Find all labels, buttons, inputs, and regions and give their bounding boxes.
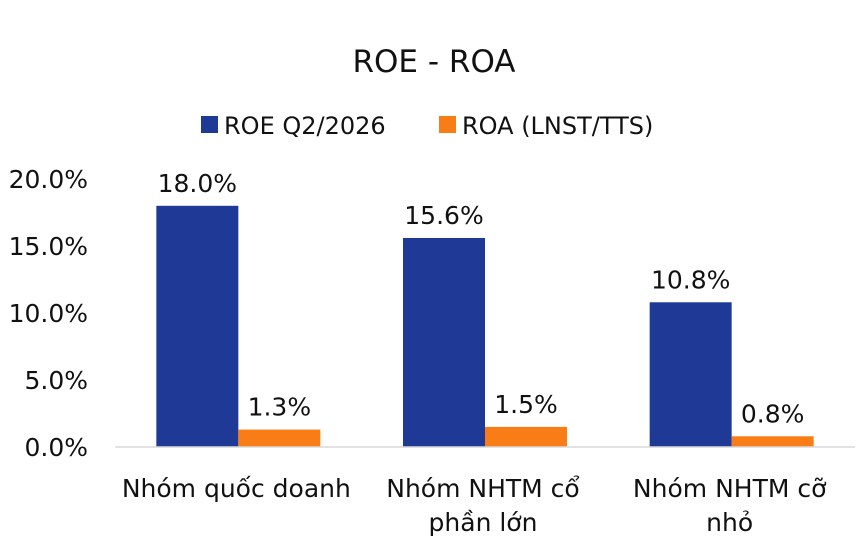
data-label-roa: 1.5% <box>494 390 558 419</box>
y-tick-label: 20.0% <box>9 165 88 194</box>
chart-title: ROE - ROA <box>352 44 515 80</box>
legend-label-roa: ROA (LNST/TTS) <box>462 112 653 140</box>
y-tick-label: 5.0% <box>24 366 88 395</box>
y-tick-label: 10.0% <box>9 299 88 328</box>
bar-roa <box>731 436 814 447</box>
bars <box>156 205 814 447</box>
data-labels: 18.0% 1.3% 15.6% 1.5% 10.8% 0.8% <box>158 169 805 428</box>
x-category-label-line: Nhóm quốc doanh <box>122 474 351 503</box>
x-category-label-line: nhỏ <box>706 508 753 537</box>
y-tick-label: 15.0% <box>9 232 88 261</box>
x-category-label-line: Nhóm NHTM cổ <box>386 474 579 503</box>
x-axis: Nhóm quốc doanh Nhóm NHTM cổ phần lớnNhóm … <box>122 474 827 537</box>
x-category-label-line: Nhóm NHTM cỡ <box>633 474 827 503</box>
bar-roe <box>403 237 485 447</box>
data-label-roa: 0.8% <box>741 399 805 428</box>
bar-roe <box>156 205 239 447</box>
x-category-label-line: phần lớn <box>429 508 538 537</box>
x-category-label: Nhóm NHTM cổ phần lớn <box>386 474 579 537</box>
data-label-roa: 1.3% <box>248 393 312 422</box>
x-category-label: Nhóm NHTM cỡ nhỏ <box>633 474 827 537</box>
legend-swatch-roe <box>201 116 218 133</box>
data-label-roe: 10.8% <box>651 265 730 294</box>
legend-swatch-roa <box>439 116 456 133</box>
x-category-label: Nhóm quốc doanh <box>122 474 351 503</box>
bar-roa <box>238 429 321 447</box>
y-axis: 0.0% 5.0% 10.0% 15.0% 20.0% <box>9 165 88 462</box>
data-label-roe: 18.0% <box>158 169 237 198</box>
bar-roe <box>649 302 732 447</box>
bar-roa <box>485 426 567 447</box>
legend: ROE Q2/2026 ROA (LNST/TTS) <box>201 112 653 140</box>
data-label-roe: 15.6% <box>404 201 483 230</box>
legend-label-roe: ROE Q2/2026 <box>224 112 386 140</box>
y-tick-label: 0.0% <box>24 433 88 462</box>
